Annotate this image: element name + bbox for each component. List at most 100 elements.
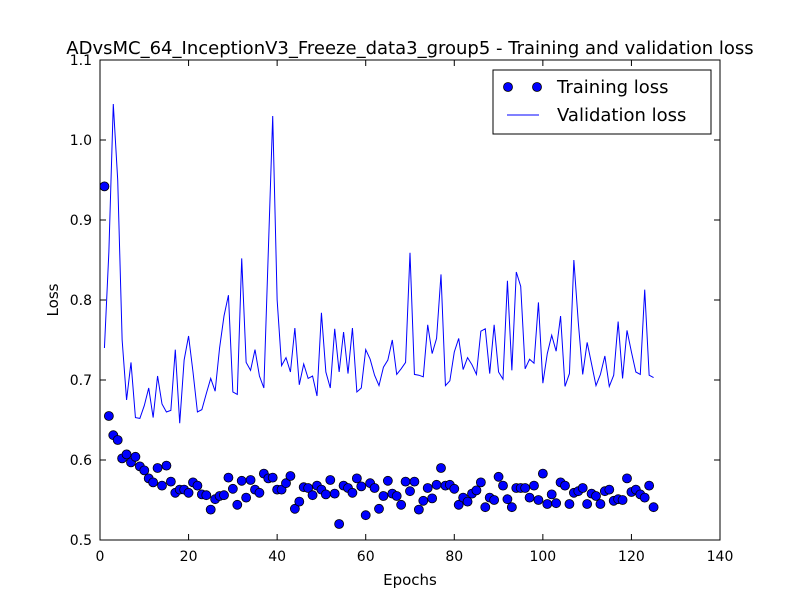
training-loss-point: [201, 490, 212, 501]
x-tick-label: 40: [268, 549, 286, 565]
training-loss-point: [617, 495, 628, 505]
training-loss-point: [475, 477, 486, 488]
legend-marker-training-loss: [532, 82, 542, 92]
chart-title: ADvsMC_64_InceptionV3_Freeze_data3_group…: [66, 38, 753, 59]
training-loss-point: [644, 480, 655, 491]
training-loss-point: [369, 483, 380, 493]
training-loss-point: [254, 487, 265, 498]
training-loss-point: [551, 498, 562, 509]
training-loss-point: [498, 480, 508, 491]
training-loss-point: [542, 499, 553, 509]
training-loss-point: [431, 479, 442, 490]
y-tick-label: 1.1: [70, 53, 92, 69]
legend-entry-validation-loss: Validation loss: [507, 105, 686, 126]
training-loss-point: [462, 496, 473, 507]
training-loss-point: [356, 481, 367, 492]
training-loss-point: [347, 487, 358, 498]
x-tick-label: 60: [357, 549, 375, 565]
x-tick-label: 20: [180, 549, 198, 565]
training-loss-point: [648, 502, 659, 513]
training-loss-point: [378, 491, 389, 501]
validation-loss-line: [103, 103, 654, 424]
training-loss-point: [245, 475, 256, 485]
training-loss-point: [405, 486, 415, 497]
training-loss-point: [121, 449, 132, 460]
training-loss-point: [267, 472, 278, 483]
training-loss-point: [205, 504, 216, 515]
legend-entry-training-loss: Training loss: [503, 77, 669, 98]
training-loss-point: [413, 504, 424, 515]
legend: Training loss Validation loss: [492, 69, 712, 135]
legend-label-validation-loss: Validation loss: [557, 105, 686, 126]
training-loss-point: [183, 487, 194, 498]
y-tick-label: 0.6: [70, 453, 92, 469]
x-axis-label: Epochs: [383, 571, 437, 589]
training-loss-point: [595, 499, 606, 509]
training-loss-point: [622, 473, 632, 484]
training-loss-point: [506, 502, 517, 513]
y-axis-label: Loss: [44, 283, 62, 316]
training-loss-point: [582, 499, 593, 509]
training-loss-point: [334, 519, 345, 529]
training-loss-point: [471, 485, 482, 496]
x-tick-label: 120: [618, 549, 645, 565]
training-loss-point: [564, 499, 575, 509]
training-loss-point: [351, 473, 362, 484]
training-loss-point: [489, 495, 500, 505]
training-loss-point: [100, 181, 110, 192]
training-loss-point: [307, 490, 318, 501]
training-loss-point: [227, 483, 238, 494]
x-tick-label: 0: [96, 549, 105, 565]
training-loss-point: [236, 475, 247, 486]
y-tick-label: 1.0: [70, 133, 92, 149]
training-loss-point: [303, 483, 314, 493]
training-loss-point: [453, 499, 464, 510]
training-loss-point: [157, 480, 167, 491]
x-tick-label: 100: [529, 549, 556, 565]
training-loss-point: [396, 499, 407, 510]
training-loss-point: [103, 411, 114, 421]
training-loss-markers: [100, 181, 659, 529]
legend-box: [492, 69, 712, 135]
y-tick-label: 0.7: [70, 373, 92, 389]
training-loss-point: [329, 488, 340, 499]
training-loss-point: [285, 471, 296, 481]
training-loss-point: [591, 491, 601, 501]
training-loss-point: [480, 502, 491, 513]
training-loss-point: [192, 480, 203, 491]
training-loss-point: [223, 472, 234, 483]
training-loss-point: [537, 468, 548, 479]
training-loss-point: [449, 483, 460, 494]
y-tick-label: 0.5: [70, 533, 92, 549]
training-loss-point: [219, 490, 229, 501]
legend-label-training-loss: Training loss: [556, 77, 669, 98]
x-axis: 0 20 40 60 80 100 120 140: [96, 60, 733, 565]
y-tick-label: 0.9: [70, 213, 92, 229]
training-loss-point: [289, 503, 300, 514]
training-loss-point: [391, 491, 402, 501]
training-loss-point: [533, 495, 544, 505]
training-loss-point: [422, 483, 433, 493]
training-loss-point: [427, 493, 438, 504]
x-tick-label: 80: [445, 549, 463, 565]
training-loss-point: [493, 471, 504, 482]
training-loss-point: [546, 489, 557, 500]
training-loss-point: [112, 435, 123, 445]
training-loss-point: [139, 465, 150, 476]
legend-marker-training-loss: [503, 82, 513, 92]
training-loss-point: [418, 495, 429, 506]
training-loss-point: [281, 478, 291, 489]
y-tick-label: 0.8: [70, 293, 92, 309]
y-axis: 0.5 0.6 0.7 0.8 0.9 1.0 1.1: [70, 53, 720, 549]
training-loss-point: [148, 477, 159, 488]
training-loss-point: [325, 475, 336, 485]
training-loss-point: [529, 480, 539, 491]
training-loss-point: [409, 476, 420, 487]
training-loss-point: [560, 480, 570, 491]
training-loss-point: [382, 475, 393, 486]
training-loss-point: [320, 489, 331, 500]
training-loss-point: [400, 476, 411, 487]
training-loss-point: [436, 463, 446, 473]
training-loss-point: [130, 451, 141, 462]
training-loss-point: [241, 492, 252, 503]
